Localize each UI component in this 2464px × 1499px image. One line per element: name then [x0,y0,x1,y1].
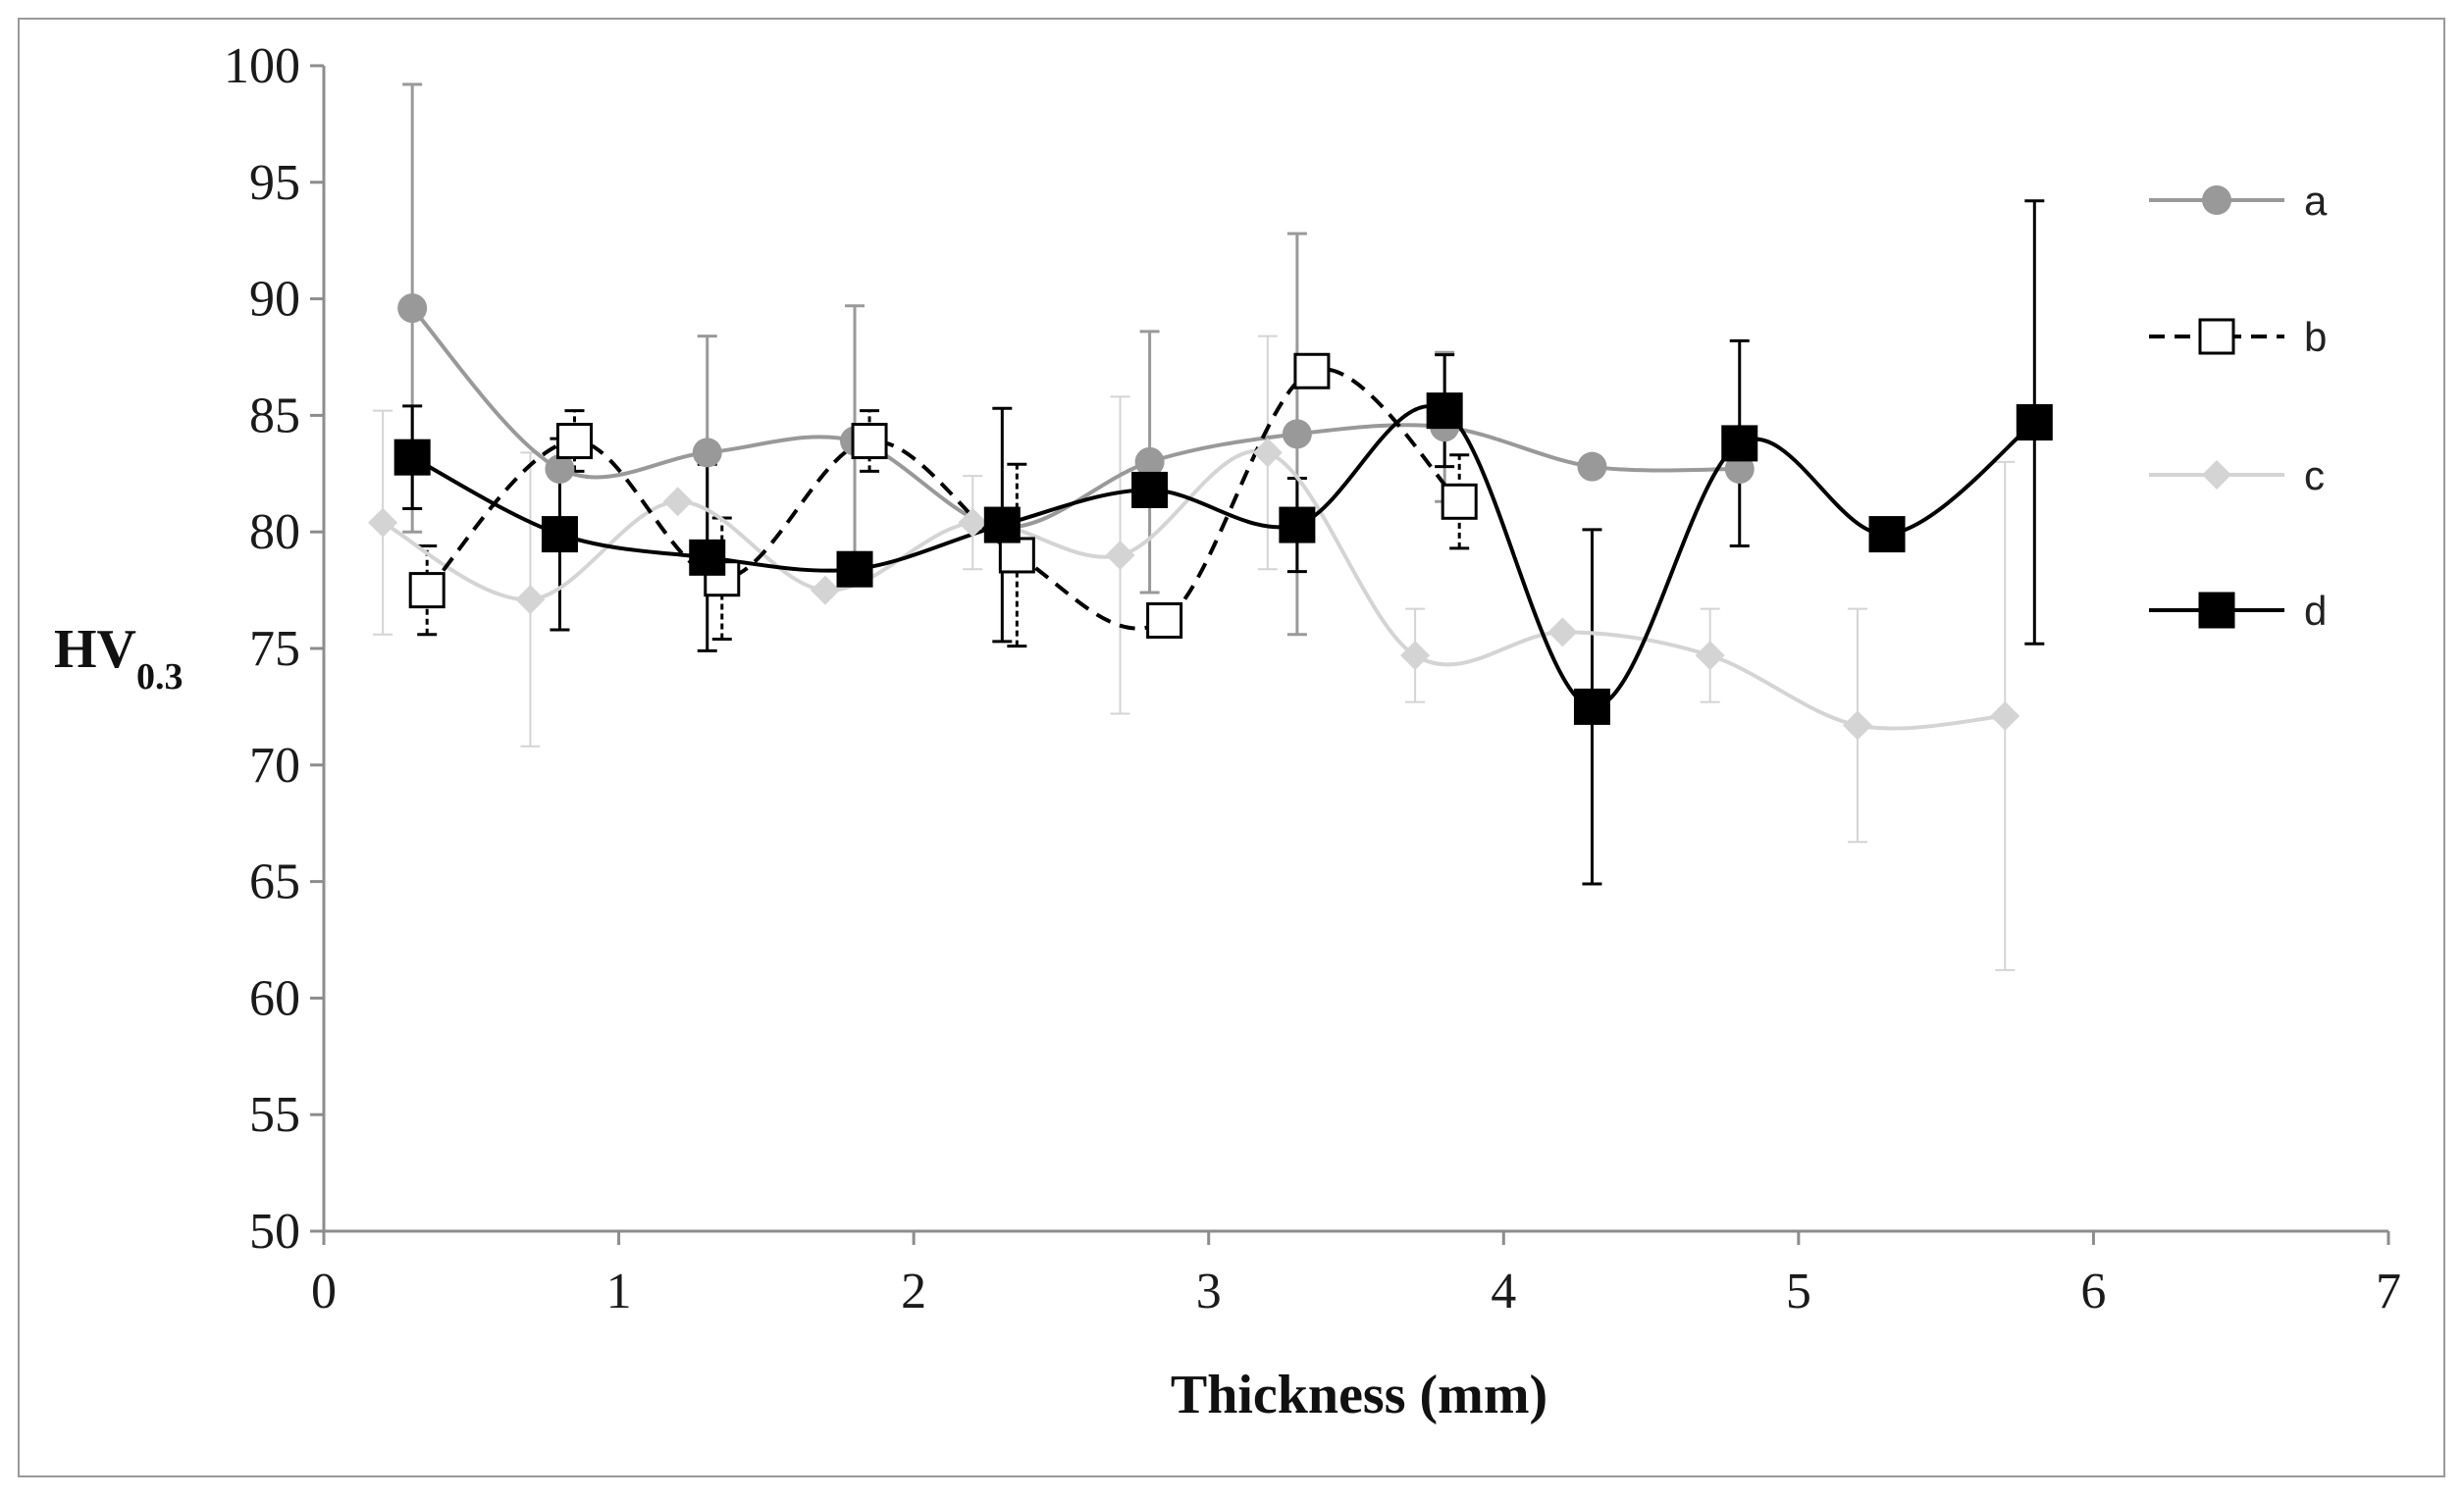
x-tick-label: 5 [1786,1264,1811,1319]
data-point-d [983,506,1021,543]
y-tick-label: 65 [249,854,300,910]
data-point-b [1146,601,1183,639]
data-point-d [1573,688,1610,725]
legend-entry-d: d [2149,588,2327,634]
data-point-a [397,293,428,324]
data-point-b [1441,483,1478,520]
data-point-c [1400,641,1431,671]
data-point-a [545,454,575,485]
data-point-d [393,439,431,476]
data-point-d [1721,425,1758,462]
data-point-c [810,575,840,605]
data-point-c [662,487,693,517]
series-lines [382,306,2036,731]
y-tick-label: 80 [249,504,300,560]
y-axis-title-subscript: 0.3 [136,656,183,698]
legend-entry-b: b [2149,314,2327,360]
series-line-c [382,448,2006,731]
y-tick-label: 90 [249,272,300,328]
data-point-d [836,550,873,588]
data-point-a [1577,451,1607,482]
data-point-b [408,572,446,609]
data-point-d [1868,516,1906,553]
y-tick-label: 55 [249,1087,300,1143]
data-point-d [1426,392,1463,430]
data-point-c [1990,700,2020,731]
x-axis-title: Thickness (mm) [1171,1365,1547,1425]
legend-label: d [2304,588,2327,634]
y-tick-label: 95 [249,155,300,211]
x-tick-label: 3 [1196,1264,1222,1319]
legend-marker [2202,460,2231,490]
y-tick-label: 75 [249,621,300,677]
y-axis-title: HV0.3 [54,619,183,698]
x-tick-label: 4 [1491,1264,1516,1319]
data-point-c [958,507,988,538]
legend-marker [2202,185,2231,215]
legend-entry-c: c [2149,452,2325,498]
series-line-d [411,404,2036,709]
x-tick-label: 0 [311,1264,337,1319]
legend-marker [2198,592,2235,629]
legend-label: a [2304,178,2328,224]
data-point-a [1282,419,1312,449]
y-axis-title-main: HV [54,619,136,680]
y-tick-label: 100 [224,38,300,94]
legend: a b c d [2149,178,2328,634]
x-tick-label: 6 [2080,1264,2106,1319]
x-tick-label: 1 [606,1264,632,1319]
data-point-b [851,423,888,460]
y-tick-label: 85 [249,388,300,443]
x-tick-label: 2 [901,1264,926,1319]
data-point-d [1279,506,1316,543]
data-point-c [368,507,398,538]
data-point-d [689,539,726,576]
axes [322,66,2388,1233]
series-line-a [410,306,1740,530]
data-point-c [1842,710,1872,741]
data-point-a [1724,454,1755,485]
legend-label: c [2304,452,2325,498]
y-tick-label: 70 [249,738,300,794]
x-tick-label: 7 [2376,1264,2401,1319]
data-point-a [1134,446,1165,477]
error-bar-b [1449,453,1470,550]
y-tick-label: 50 [249,1204,300,1260]
data-point-c [1695,641,1725,671]
error-bars [373,82,2045,971]
data-point-c [1252,438,1283,468]
y-tick-label: 60 [249,970,300,1026]
data-point-b [555,423,593,460]
series-markers [368,293,2053,741]
legend-label: b [2304,314,2327,360]
chart-frame [18,18,2445,1477]
data-point-d [2016,404,2053,441]
data-point-b [998,537,1035,574]
data-point-d [541,516,578,553]
data-point-a [692,438,722,468]
data-point-c [1105,540,1135,570]
legend-marker [2198,318,2235,355]
data-point-b [1293,352,1331,389]
ticks: 50 55 60 65 70 75 80 85 90 95 100 0 1 2 3 4 5 6 7 [224,38,2401,1319]
legend-entry-a: a [2149,178,2328,224]
data-point-c [515,585,546,615]
data-point-d [1131,471,1169,508]
data-point-c [1547,617,1578,647]
